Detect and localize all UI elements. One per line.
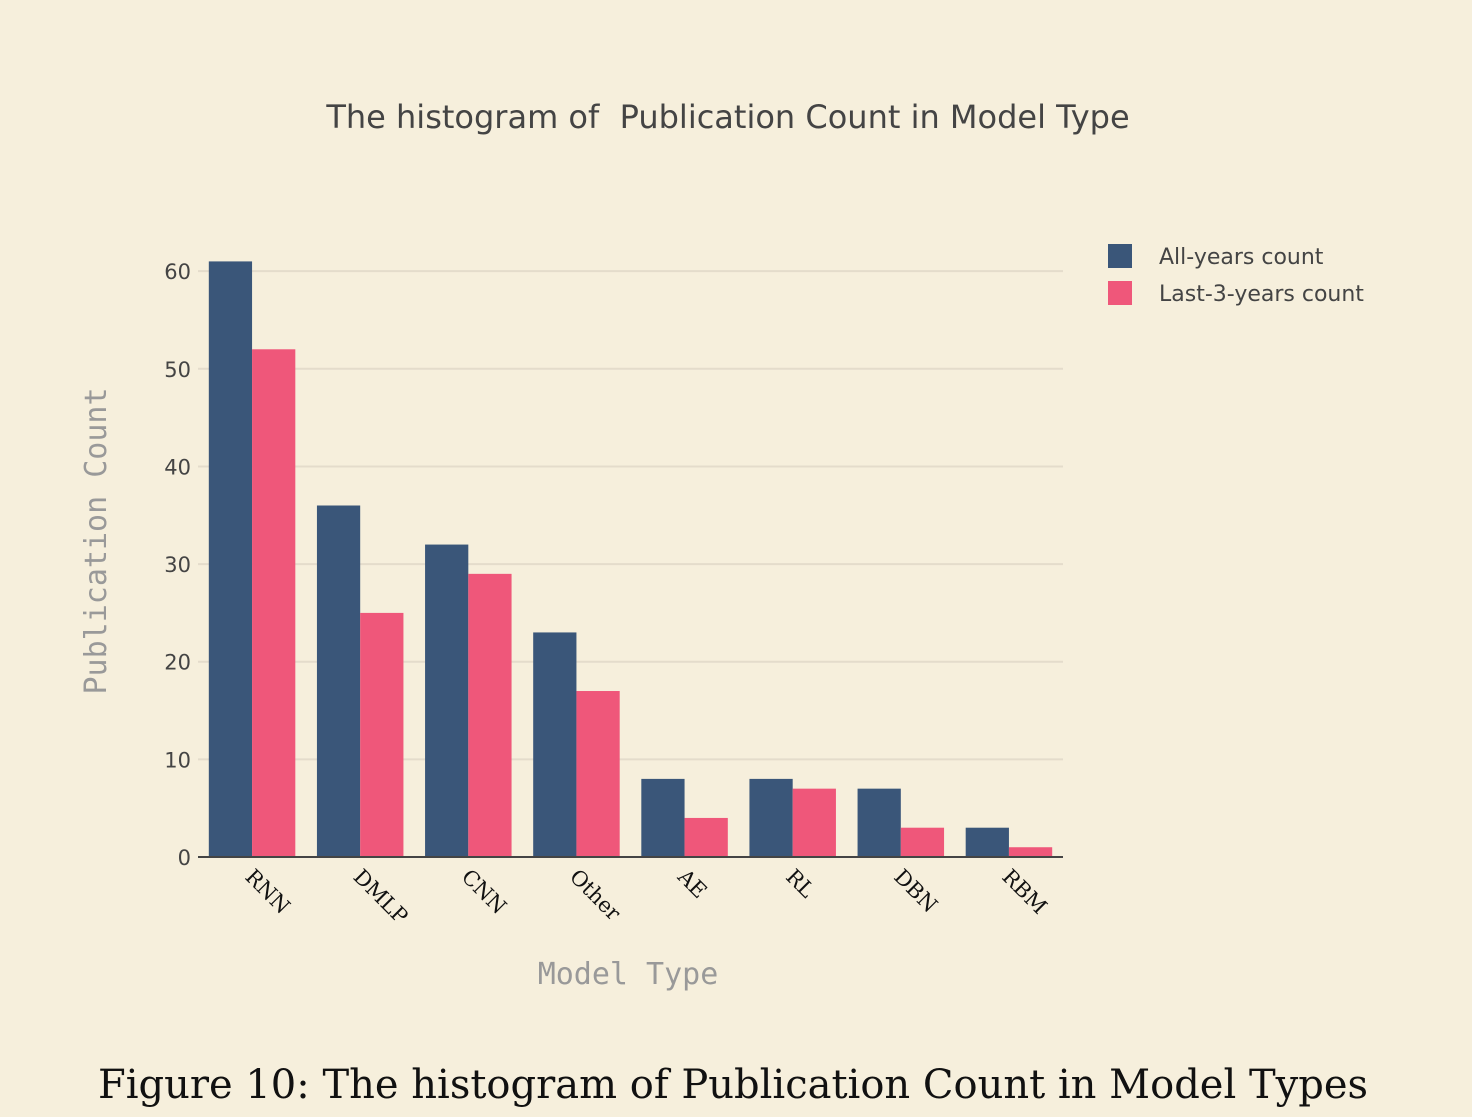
x-axis-label: Model Type — [538, 957, 719, 992]
legend-label[interactable]: All-years count — [1159, 245, 1324, 270]
y-tick-label: 10 — [164, 748, 191, 772]
bar-cnn-series-1[interactable] — [425, 544, 469, 857]
bars — [208, 261, 1053, 858]
bar-dbn-series-2[interactable] — [900, 827, 945, 857]
x-tick-label: RL — [781, 865, 819, 903]
y-tick-label: 40 — [164, 455, 191, 479]
legend-label[interactable]: Last-3-years count — [1159, 282, 1364, 307]
bar-rnn-series-2[interactable] — [252, 349, 296, 857]
x-tick-label: DMLP — [349, 865, 413, 929]
bar-cnn-series-2[interactable] — [468, 573, 512, 857]
legend-swatch — [1108, 244, 1132, 268]
legend-swatch — [1108, 281, 1132, 305]
legend[interactable]: All-years count Last-3-years count — [1108, 244, 1364, 307]
bar-dbn-series-1[interactable] — [857, 788, 901, 857]
bar-rl-series-2[interactable] — [792, 788, 836, 857]
y-tick-label: 60 — [164, 260, 191, 284]
figure-caption: Figure 10: The histogram of Publication … — [97, 1062, 1369, 1108]
bar-rbm-series-2[interactable] — [1008, 847, 1053, 857]
y-tick-labels: 0 10 20 30 40 50 60 — [164, 260, 191, 870]
chart-title: The histogram of Publication Count in Mo… — [325, 98, 1129, 136]
bar-rbm-series-1[interactable] — [965, 827, 1009, 857]
y-tick-label: 30 — [164, 553, 191, 577]
bar-ae-series-2[interactable] — [684, 817, 728, 857]
y-axis-label: Publication Count — [79, 387, 114, 694]
bar-dmlp-series-2[interactable] — [360, 612, 404, 857]
bar-chart: The histogram of Publication Count in Mo… — [79, 98, 1364, 992]
x-tick-label: AE — [672, 864, 711, 903]
x-tick-label: Other — [565, 865, 626, 926]
y-tick-label: 0 — [178, 846, 191, 870]
x-tick-label: DBN — [889, 865, 942, 918]
bar-rl-series-1[interactable] — [749, 778, 793, 857]
x-tick-label: RBM — [997, 865, 1051, 919]
bar-ae-series-1[interactable] — [641, 778, 685, 857]
x-tick-label: CNN — [457, 865, 511, 919]
x-tick-label: RNN — [241, 865, 295, 919]
y-tick-label: 20 — [164, 651, 191, 675]
bar-dmlp-series-1[interactable] — [316, 505, 361, 857]
bar-other-series-2[interactable] — [576, 691, 620, 857]
x-tick-labels: RNN DMLP CNN Other AE RL DBN RBM — [241, 864, 1052, 929]
bar-rnn-series-1[interactable] — [208, 261, 253, 858]
y-tick-label: 50 — [164, 358, 191, 382]
bar-other-series-1[interactable] — [533, 632, 577, 857]
